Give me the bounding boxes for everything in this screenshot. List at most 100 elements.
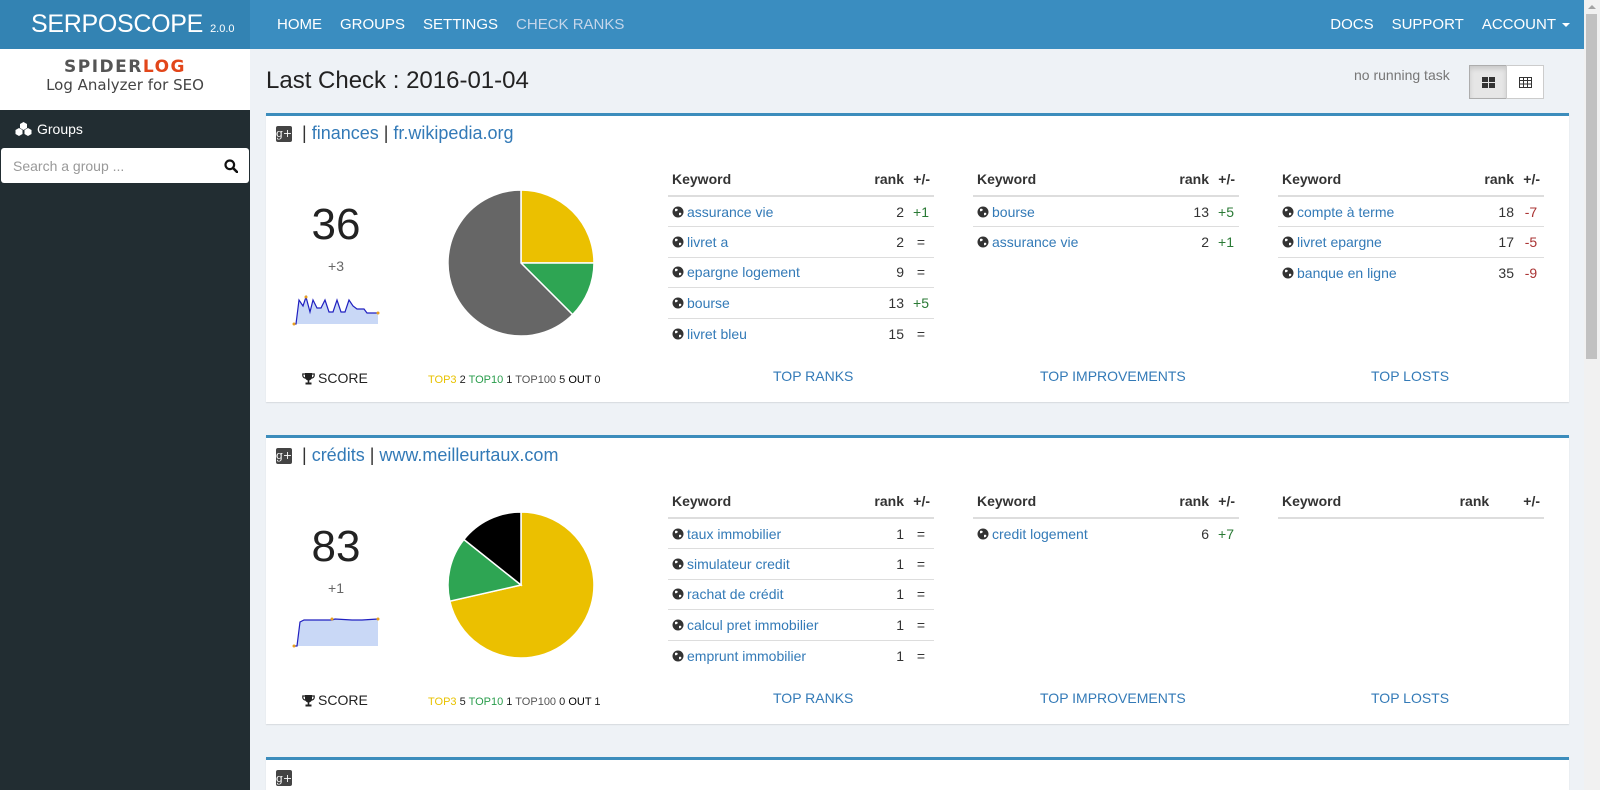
keyword-link[interactable]: assurance vie [687,203,774,220]
grid-view-button[interactable] [1469,65,1507,99]
legend-top100-label: TOP100 [515,374,557,386]
top-losts-link[interactable]: TOP LOSTS [1371,368,1450,384]
rank-value: 1 [896,525,904,542]
keyword-link[interactable]: taux immobilier [687,525,782,542]
site-link[interactable]: www.meilleurtaux.com [379,445,559,465]
group-search-input[interactable] [13,157,224,174]
rank-value: 2 [896,203,904,220]
site-link[interactable]: fr.wikipedia.org [393,123,514,143]
table-row: bourse 13 +5 [668,287,934,318]
keyword-link[interactable]: banque en ligne [1297,264,1397,281]
rank-value: 2 [868,226,908,257]
table-row: credit logement 6 +7 [973,518,1239,549]
brand[interactable]: SERPOSCOPE 2.0.0 [0,0,250,49]
nav-account[interactable]: ACCOUNT [1482,16,1570,33]
score-sparkline [292,617,380,648]
delta-value: +1 [913,203,929,220]
delta-value: -7 [1524,203,1538,220]
card-title: g+ | finances | fr.wikipedia.org [276,123,514,144]
globe-icon [672,588,684,600]
top-losts-table: Keyword rank +/- [1278,485,1544,519]
table-row: assurance vie 2 +1 [668,196,934,227]
page-scrollbar[interactable] [1584,0,1600,790]
keyword-link[interactable]: compte à terme [1297,203,1395,220]
keyword-link[interactable]: epargne logement [687,264,800,281]
spiderlog-logo[interactable]: SPIDERLOG Log Analyzer for SEO [0,49,250,110]
nav-settings[interactable]: SETTINGS [423,16,499,33]
top-improvements-link[interactable]: TOP IMPROVEMENTS [1040,690,1186,706]
nav-check-ranks[interactable]: CHECK RANKS [516,16,625,33]
keyword-link[interactable]: simulateur credit [687,555,790,572]
keyword-link[interactable]: calcul pret immobilier [687,616,819,633]
table-row: banque en ligne 35 -9 [1278,256,1544,288]
group-link[interactable]: finances [311,123,379,143]
search-icon[interactable] [224,158,238,173]
rank-value: 13 [868,287,908,318]
score-text: SCORE [318,692,368,708]
keyword-link[interactable]: assurance vie [992,234,1079,250]
keyword-link[interactable]: emprunt immobilier [687,647,807,664]
col-rank: rank [1173,163,1213,197]
col-keyword: Keyword [973,485,1173,519]
keyword-link[interactable]: livret epargne [1297,233,1382,250]
nav-left: HOME GROUPS SETTINGS CHECK RANKS [277,16,642,33]
keyword-link[interactable]: rachat de crédit [687,586,784,603]
scroll-up-icon[interactable] [1588,5,1596,9]
account-label: ACCOUNT [1481,16,1556,33]
brand-name: SERPOSCOPE [31,10,204,38]
top-ranks-table: Keyword rank +/- assurance vie 2 +1 livret… [668,163,934,349]
col-delta: +/- [1213,485,1239,519]
table-row: livret epargne 17 -5 [1278,226,1544,257]
rank-value: 35 [1478,256,1518,288]
rank-distribution-pie-chart[interactable] [446,188,596,338]
nav-docs[interactable]: DOCS [1330,16,1374,33]
top-improvements-link[interactable]: TOP IMPROVEMENTS [1040,368,1186,384]
globe-icon [977,236,989,248]
globe-icon [1282,236,1294,248]
globe-icon [1282,267,1294,278]
logo-tagline: Log Analyzer for SEO [46,76,204,94]
rank-value: 1 [868,578,908,610]
google-plus-icon: g+ [275,447,293,464]
trophy-icon [302,372,315,384]
nav-groups[interactable]: GROUPS [340,16,406,33]
keyword-link[interactable]: credit logement [992,525,1088,542]
nav-home[interactable]: HOME [277,16,322,33]
sidebar-groups-header[interactable]: Groups [0,110,250,148]
rank-value: 1 [868,609,908,640]
col-delta: +/- [1493,485,1544,519]
top-losts-link[interactable]: TOP LOSTS [1371,690,1450,706]
col-rank: rank [868,163,908,197]
table-row: livret a 2 = [668,226,934,257]
keyword-link[interactable]: livret a [687,233,729,250]
logo-part1: SPIDER [64,57,143,77]
rank-distribution-pie-chart[interactable] [446,510,596,660]
globe-icon [672,528,684,539]
nav-support[interactable]: SUPPORT [1391,16,1464,33]
table-row: epargne logement 9 = [668,256,934,288]
top-ranks-link[interactable]: TOP RANKS [773,368,854,384]
top-ranks-link[interactable]: TOP RANKS [773,690,854,706]
separator: | [369,445,375,465]
caret-down-icon [1562,23,1570,28]
legend-top3-count: 5 [459,696,466,708]
separator: | [302,445,307,465]
keyword-link[interactable]: livret bleu [687,325,747,342]
group-link[interactable]: crédits [311,445,365,465]
scrollbar-thumb[interactable] [1586,14,1597,359]
group-card-finances: g+ | finances | fr.wikipedia.org 36 +3 S… [266,113,1569,402]
card-title: g+ [276,770,297,786]
delta-value: = [908,317,934,349]
rank-value: 1 [868,548,908,579]
table-view-button[interactable] [1506,65,1544,99]
col-rank: rank [1478,163,1518,197]
delta-value: = [908,578,934,610]
score-value: 83 [311,522,361,571]
top-improvements-table: Keyword rank +/- credit logement 6 +7 [973,485,1239,549]
delta-value: +5 [1218,203,1234,220]
keyword-link[interactable]: bourse [992,203,1035,220]
keyword-link[interactable]: bourse [687,294,730,311]
cubes-icon [15,122,32,136]
delta-value: = [908,639,934,671]
globe-icon [672,619,684,631]
